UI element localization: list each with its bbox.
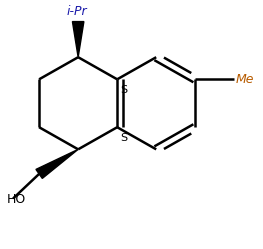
Polygon shape	[36, 149, 78, 178]
Text: Me: Me	[236, 73, 254, 86]
Text: S: S	[120, 85, 128, 95]
Text: HO: HO	[7, 193, 26, 206]
Polygon shape	[72, 22, 84, 57]
Text: S: S	[120, 133, 128, 143]
Text: i-Pr: i-Pr	[67, 5, 87, 18]
